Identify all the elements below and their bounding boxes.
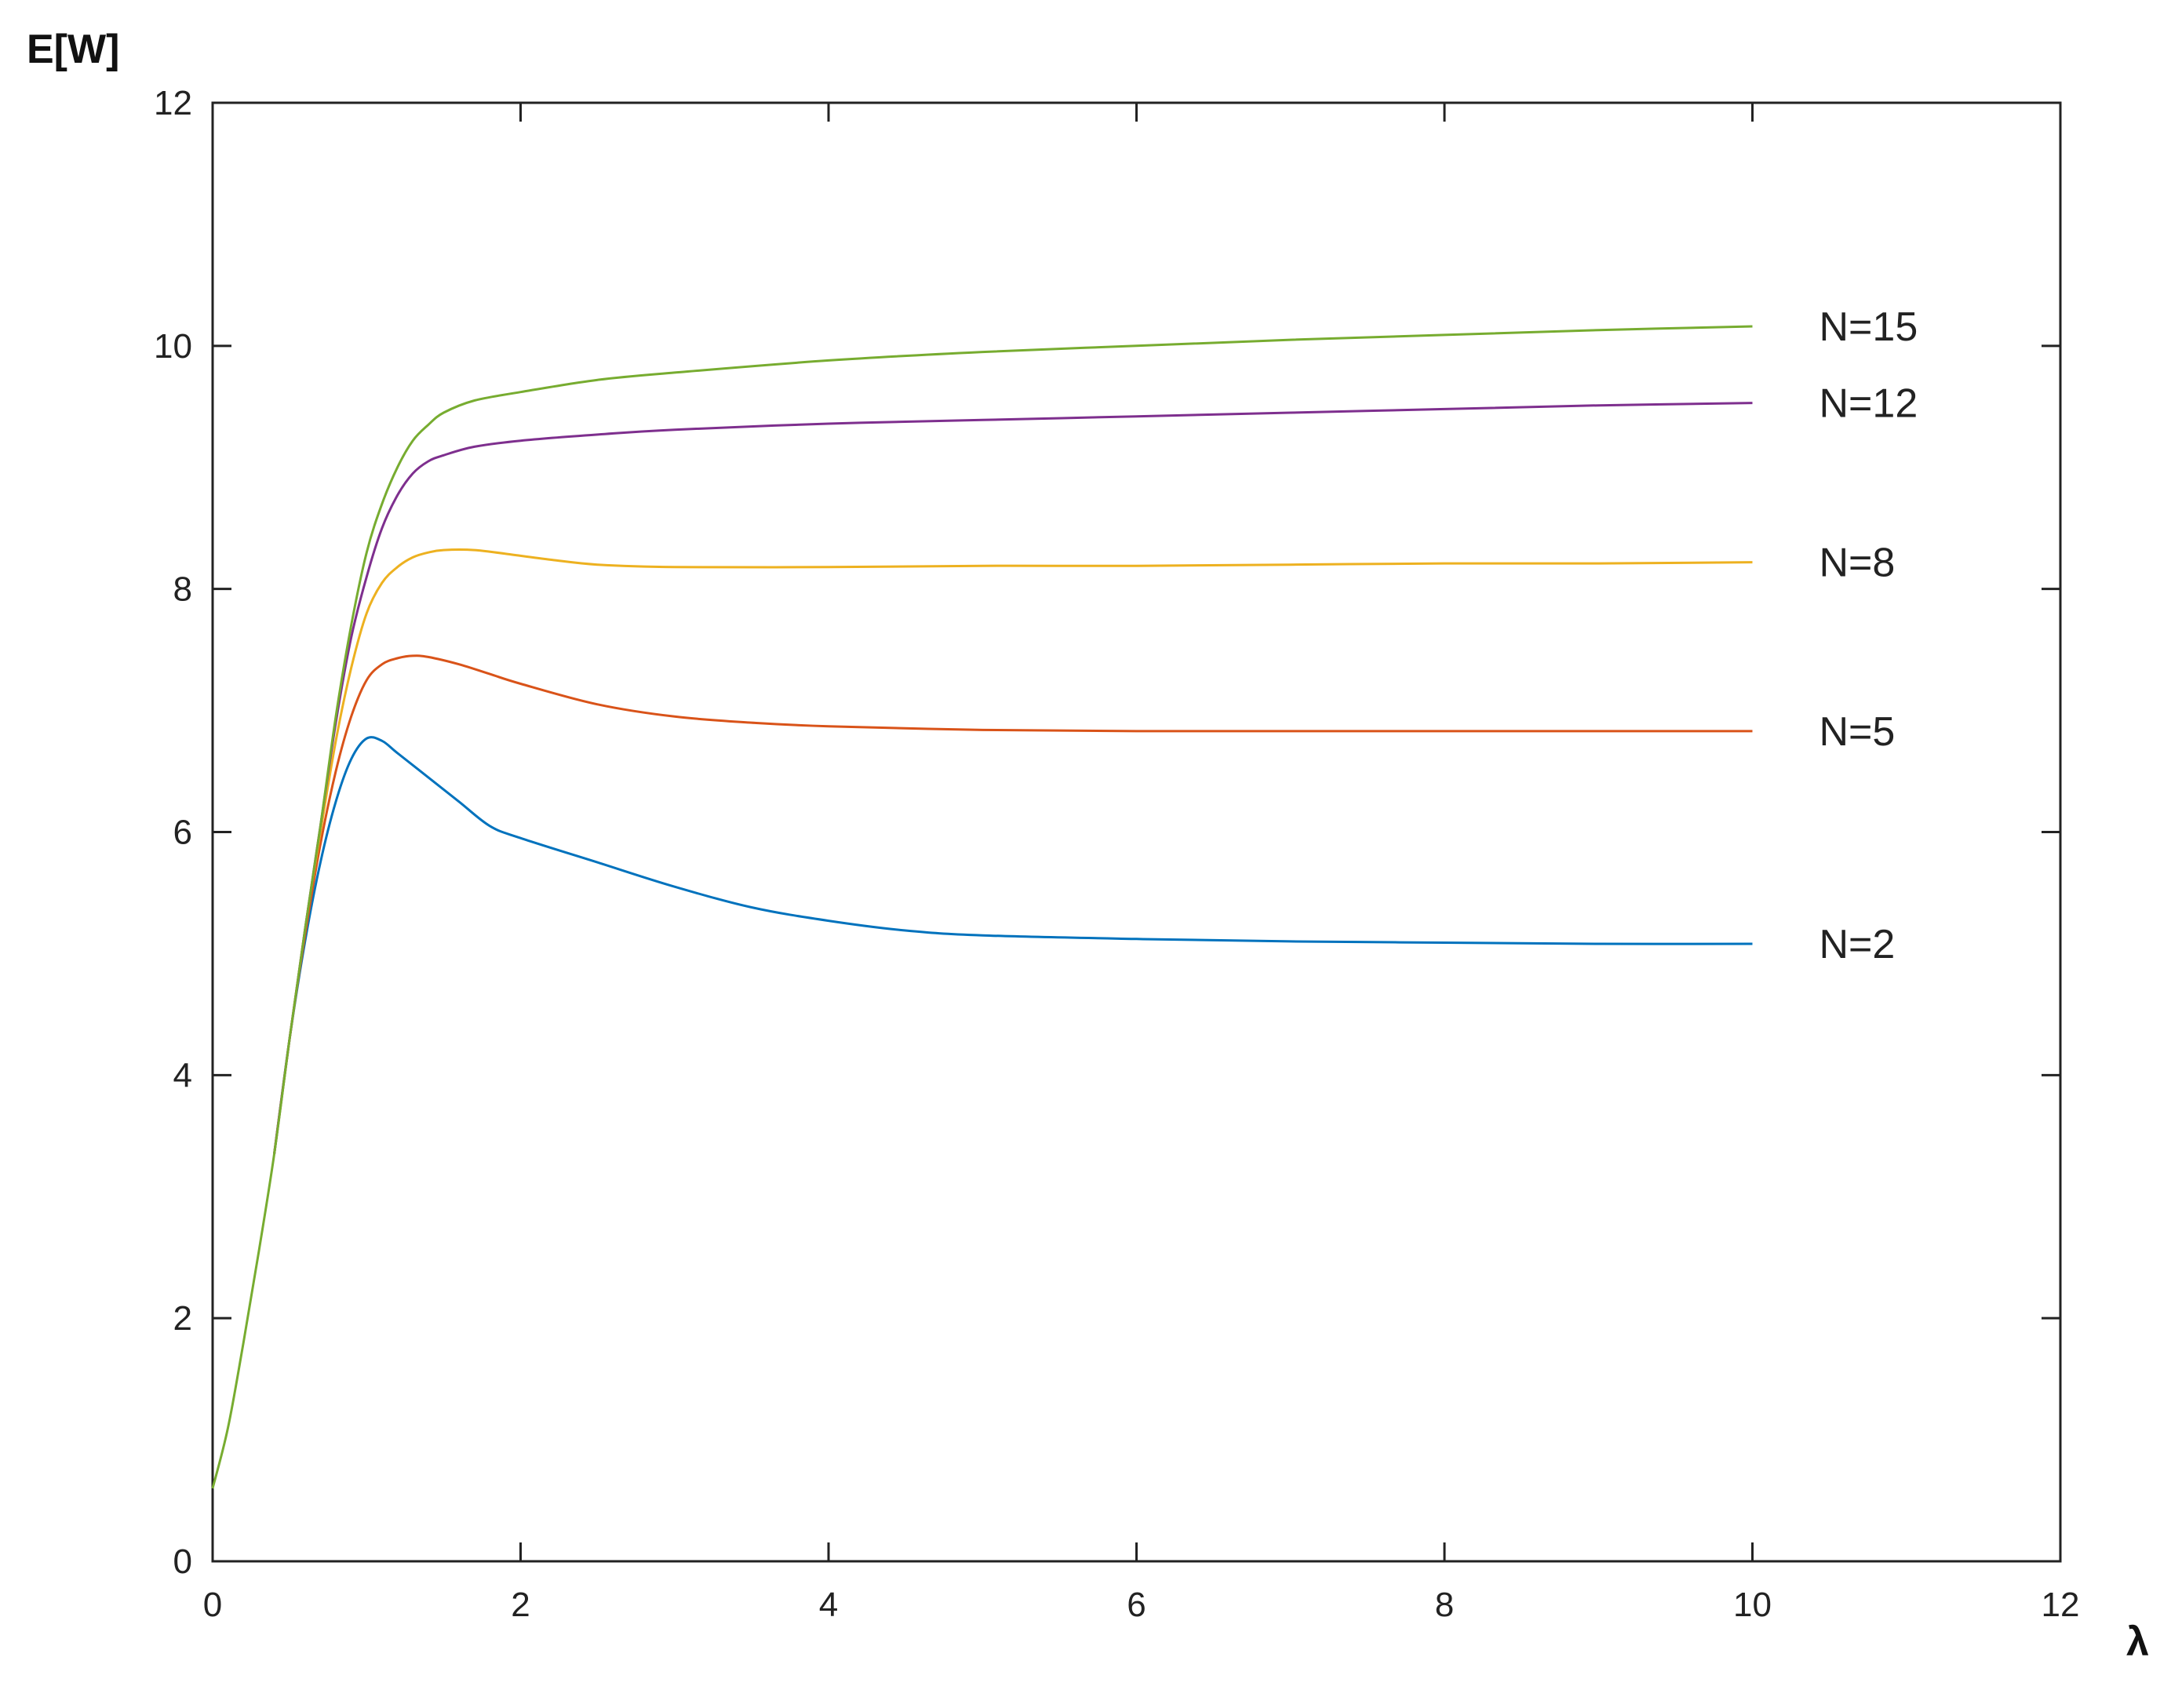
series-line	[273, 548, 1753, 1155]
x-tick-label: 10	[1733, 1586, 1772, 1624]
series-line	[273, 736, 1753, 1155]
x-tick-label: 12	[2042, 1586, 2080, 1624]
y-tick-label: 6	[173, 814, 192, 852]
series-line	[273, 654, 1753, 1155]
x-axis: 0 2 4 6 8 10 12	[203, 103, 2080, 1624]
y-axis: 0 2 4 6 8 10 12	[154, 84, 2060, 1581]
series-label: N=12	[1819, 381, 1918, 427]
y-tick-label: 8	[173, 570, 192, 609]
y-axis-title: E[W]	[27, 27, 119, 72]
x-tick-label: 4	[819, 1586, 838, 1624]
y-tick-label: 12	[154, 84, 192, 122]
x-tick-label: 0	[203, 1586, 222, 1624]
plot-area	[211, 101, 2062, 1563]
series-lines	[211, 325, 1753, 1489]
y-tick-label: 0	[173, 1542, 192, 1581]
y-tick-label: 10	[154, 327, 192, 366]
x-tick-label: 8	[1435, 1586, 1454, 1624]
series-label: N=15	[1819, 304, 1918, 350]
series-label: N=2	[1819, 922, 1896, 967]
x-tick-label: 2	[511, 1586, 530, 1624]
x-axis-title: λ	[2126, 1619, 2149, 1665]
y-tick-label: 4	[173, 1056, 192, 1094]
series-labels: N=2 N=5 N=8 N=12 N=15	[1819, 304, 1918, 967]
x-tick-label: 6	[1127, 1586, 1146, 1624]
series-label: N=5	[1819, 709, 1896, 755]
series-line	[211, 325, 1753, 1489]
y-tick-label: 2	[173, 1299, 192, 1338]
series-label: N=8	[1819, 541, 1896, 586]
